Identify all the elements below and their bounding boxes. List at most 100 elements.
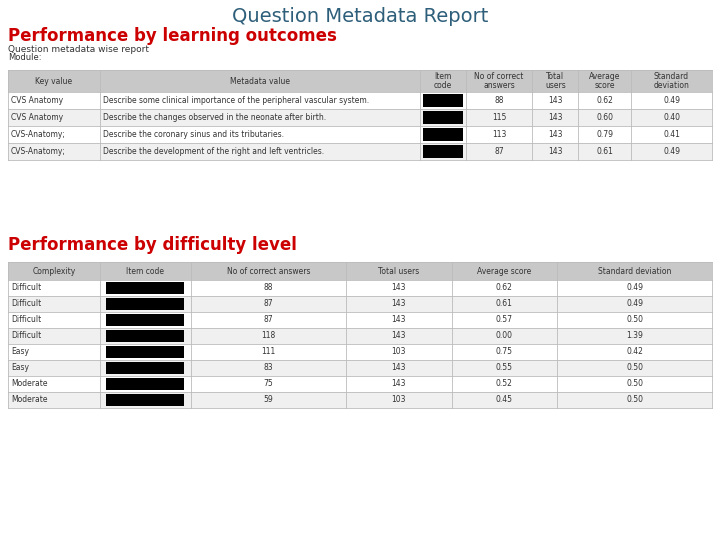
Text: 143: 143 (548, 130, 562, 139)
Bar (107, 330, 184, 342)
Text: 115: 115 (492, 113, 506, 122)
Text: 143: 143 (392, 315, 406, 325)
Text: 0.49: 0.49 (626, 300, 643, 308)
Text: Average
score: Average score (589, 72, 621, 90)
Bar (8, 126, 712, 143)
Bar (8, 392, 712, 408)
Text: Average score: Average score (477, 267, 531, 275)
Text: 0.61: 0.61 (496, 300, 513, 308)
Text: Describe some clinical importance of the peripheral vascular system.: Describe some clinical importance of the… (102, 96, 369, 105)
Text: 87: 87 (264, 315, 274, 325)
Text: Difficult: Difficult (11, 332, 41, 341)
Text: Key value: Key value (35, 77, 72, 85)
Bar (423, 127, 463, 141)
Bar (8, 109, 712, 126)
Text: CVS Anatomy: CVS Anatomy (11, 113, 63, 122)
Bar (8, 344, 712, 360)
Text: Total
users: Total users (545, 72, 566, 90)
Text: Standard
deviation: Standard deviation (654, 72, 690, 90)
Text: 143: 143 (392, 300, 406, 308)
Text: 143: 143 (548, 113, 562, 122)
Text: 143: 143 (392, 380, 406, 388)
Text: 0.00: 0.00 (496, 332, 513, 341)
Text: Module:: Module: (8, 52, 42, 62)
Text: 143: 143 (548, 96, 562, 105)
Text: 113: 113 (492, 130, 506, 139)
Text: Performance by learning outcomes: Performance by learning outcomes (8, 27, 337, 45)
Text: Easy: Easy (11, 363, 29, 373)
Text: 143: 143 (392, 332, 406, 341)
Text: 0.50: 0.50 (626, 395, 643, 404)
Text: Question metadata wise report: Question metadata wise report (8, 44, 149, 53)
Text: 143: 143 (548, 147, 562, 156)
Text: 0.40: 0.40 (663, 113, 680, 122)
Text: CVS Anatomy: CVS Anatomy (11, 96, 63, 105)
Bar (423, 111, 463, 125)
Text: 0.49: 0.49 (626, 284, 643, 293)
Text: 87: 87 (494, 147, 504, 156)
Text: 0.79: 0.79 (596, 130, 613, 139)
Bar (107, 298, 184, 310)
Bar (8, 360, 712, 376)
Text: Easy: Easy (11, 348, 29, 356)
Bar (8, 296, 712, 312)
Text: No of correct answers: No of correct answers (227, 267, 310, 275)
Text: Complexity: Complexity (32, 267, 76, 275)
Bar (8, 376, 712, 392)
Text: Performance by difficulty level: Performance by difficulty level (8, 236, 297, 254)
Bar (423, 145, 463, 158)
Text: 0.42: 0.42 (626, 348, 643, 356)
Text: 87: 87 (264, 300, 274, 308)
Text: 118: 118 (261, 332, 276, 341)
Text: 0.49: 0.49 (663, 147, 680, 156)
Text: 0.45: 0.45 (496, 395, 513, 404)
Text: 0.75: 0.75 (496, 348, 513, 356)
Text: 0.60: 0.60 (596, 113, 613, 122)
Text: 0.55: 0.55 (496, 363, 513, 373)
Text: Item code: Item code (126, 267, 164, 275)
Text: Standard deviation: Standard deviation (598, 267, 671, 275)
Text: Difficult: Difficult (11, 300, 41, 308)
Text: Describe the changes observed in the neonate after birth.: Describe the changes observed in the neo… (102, 113, 325, 122)
Bar (107, 282, 184, 294)
Text: 1.39: 1.39 (626, 332, 643, 341)
Bar (8, 92, 712, 109)
Text: No of correct
answers: No of correct answers (474, 72, 523, 90)
Text: 111: 111 (261, 348, 276, 356)
Bar (423, 93, 463, 107)
Text: Total users: Total users (378, 267, 419, 275)
Text: Difficult: Difficult (11, 284, 41, 293)
Bar (107, 394, 184, 406)
Text: 59: 59 (264, 395, 274, 404)
Text: 0.62: 0.62 (596, 96, 613, 105)
Text: 143: 143 (392, 363, 406, 373)
Bar (8, 312, 712, 328)
Text: 88: 88 (264, 284, 273, 293)
Text: 0.41: 0.41 (663, 130, 680, 139)
Text: 83: 83 (264, 363, 274, 373)
Text: 0.52: 0.52 (496, 380, 513, 388)
Bar (8, 262, 712, 280)
Text: 75: 75 (264, 380, 274, 388)
Bar (107, 378, 184, 390)
Text: 0.50: 0.50 (626, 315, 643, 325)
Text: 88: 88 (495, 96, 504, 105)
Text: 0.57: 0.57 (496, 315, 513, 325)
Text: Describe the coronary sinus and its tributaries.: Describe the coronary sinus and its trib… (102, 130, 284, 139)
Text: Moderate: Moderate (11, 395, 48, 404)
Text: 143: 143 (392, 284, 406, 293)
Bar (8, 328, 712, 344)
Bar (8, 143, 712, 160)
Text: Metadata value: Metadata value (230, 77, 289, 85)
Text: 0.49: 0.49 (663, 96, 680, 105)
Text: Moderate: Moderate (11, 380, 48, 388)
Bar (107, 346, 184, 358)
Bar (107, 362, 184, 374)
Text: 0.61: 0.61 (596, 147, 613, 156)
Text: CVS-Anatomy;: CVS-Anatomy; (11, 130, 66, 139)
Text: CVS-Anatomy;: CVS-Anatomy; (11, 147, 66, 156)
Bar (8, 280, 712, 296)
Text: 0.62: 0.62 (496, 284, 513, 293)
Text: 103: 103 (392, 395, 406, 404)
Bar (8, 70, 712, 92)
